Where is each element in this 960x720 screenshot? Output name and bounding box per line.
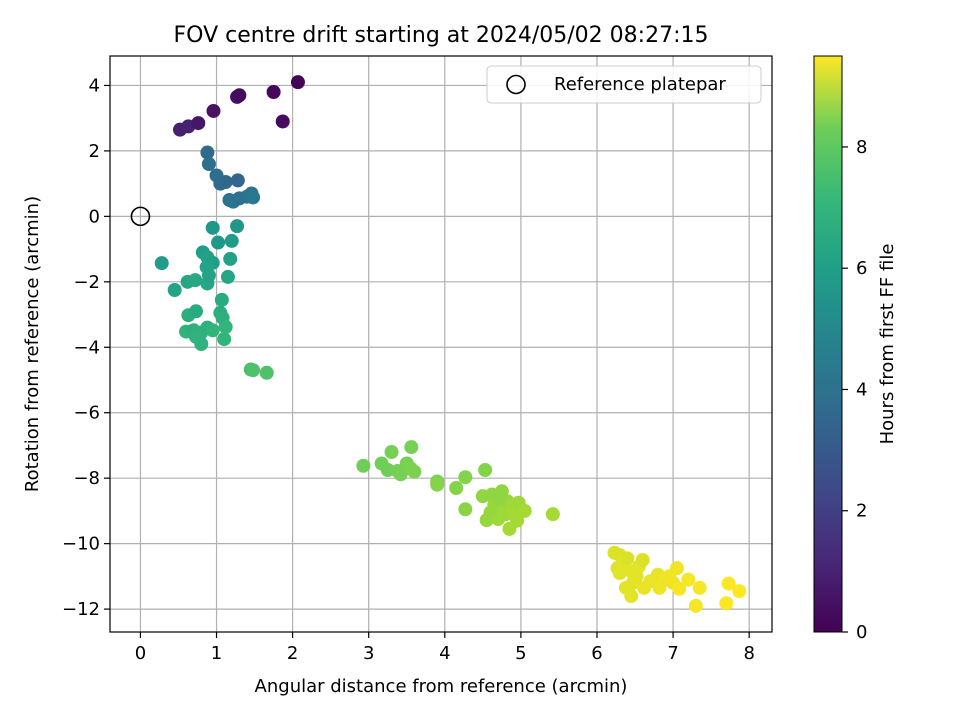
colorbar-ticks: 0 2 4 6 8 <box>842 137 867 643</box>
colorbar-gradient <box>813 55 843 633</box>
data-point <box>246 190 261 205</box>
data-point <box>681 572 696 587</box>
data-point <box>692 580 707 595</box>
chart-title: FOV centre drift starting at 2024/05/02 … <box>174 23 709 48</box>
x-tick-label: 0 <box>135 643 146 664</box>
data-point <box>224 233 239 248</box>
data-point <box>218 319 233 334</box>
data-point <box>458 470 473 485</box>
data-point <box>669 561 684 576</box>
data-point <box>721 576 736 591</box>
reference-platepar-marker <box>130 206 151 227</box>
x-tick-label: 2 <box>287 643 298 664</box>
data-point <box>230 219 245 234</box>
data-point <box>194 337 209 351</box>
colorbar-label: Hours from first FF file <box>877 244 898 445</box>
x-tick-label: 5 <box>515 643 526 664</box>
data-point <box>266 85 281 99</box>
data-point <box>672 581 687 596</box>
data-point <box>205 220 220 235</box>
data-point <box>223 251 238 266</box>
x-axis-label: Angular distance from reference (arcmin) <box>255 676 628 697</box>
data-point <box>201 157 216 171</box>
colorbar: 0 2 4 6 8 Hours from first FF file <box>813 55 898 643</box>
data-point <box>217 332 232 347</box>
y-axis-ticks: −12 −10 −8 −6 −4 −2 0 2 4 <box>62 75 110 620</box>
data-point <box>167 283 182 297</box>
x-axis-ticks: 0 1 2 3 4 5 6 7 8 <box>135 632 755 664</box>
data-point <box>214 292 229 307</box>
data-point <box>259 365 274 380</box>
data-point <box>356 458 371 473</box>
data-point <box>624 589 639 603</box>
colorbar-tick-label: 6 <box>856 258 867 279</box>
y-tick-label: −2 <box>73 272 100 293</box>
y-tick-label: 0 <box>89 206 100 227</box>
legend-marker <box>506 74 526 95</box>
y-tick-label: −6 <box>73 403 100 424</box>
x-tick-label: 7 <box>667 643 678 664</box>
colorbar-tick-label: 8 <box>856 137 867 158</box>
x-tick-label: 3 <box>363 643 374 664</box>
data-point <box>449 481 464 495</box>
colorbar-tick-label: 4 <box>856 379 867 400</box>
data-point <box>206 103 221 118</box>
data-point <box>290 75 305 90</box>
data-point <box>218 175 233 189</box>
plot-frame <box>109 55 773 633</box>
data-point <box>478 463 493 477</box>
data-point <box>246 363 261 378</box>
data-points <box>154 75 747 613</box>
data-point <box>483 505 498 520</box>
colorbar-tick-label: 0 <box>856 622 867 643</box>
data-point <box>154 256 169 271</box>
data-point <box>407 464 422 479</box>
legend: Reference platepar <box>486 65 762 104</box>
data-point <box>191 116 206 131</box>
data-point <box>629 569 644 584</box>
data-point <box>201 268 216 283</box>
data-point <box>688 598 703 613</box>
data-point <box>510 513 525 528</box>
data-point <box>188 304 203 319</box>
x-tick-label: 4 <box>439 643 450 664</box>
data-point <box>205 323 220 338</box>
data-point <box>517 503 532 518</box>
y-tick-label: 2 <box>89 141 100 162</box>
data-point <box>404 440 419 455</box>
y-tick-label: −10 <box>62 534 100 555</box>
data-point <box>384 445 399 459</box>
data-point <box>188 273 203 288</box>
data-point <box>430 477 445 492</box>
grid-lines <box>110 56 772 632</box>
data-point <box>612 566 627 581</box>
data-point <box>458 502 473 517</box>
x-tick-label: 1 <box>211 643 222 664</box>
legend-box <box>486 65 762 104</box>
data-point <box>620 551 635 566</box>
data-point <box>492 492 507 507</box>
data-point <box>200 145 215 160</box>
y-tick-label: 4 <box>89 75 100 96</box>
data-point <box>635 553 650 567</box>
data-point <box>211 235 226 250</box>
data-point <box>220 269 235 284</box>
data-point <box>230 173 245 188</box>
y-tick-label: −12 <box>62 599 100 620</box>
legend-label: Reference platepar <box>554 74 726 95</box>
data-point <box>232 88 247 103</box>
data-point <box>732 584 747 599</box>
x-tick-label: 6 <box>591 643 602 664</box>
y-tick-label: −8 <box>73 468 100 489</box>
y-axis-label: Rotation from reference (arcmin) <box>22 196 43 492</box>
data-point <box>719 596 734 611</box>
colorbar-tick-label: 2 <box>856 501 867 522</box>
x-tick-label: 8 <box>743 643 754 664</box>
y-tick-label: −4 <box>73 337 100 358</box>
data-point <box>275 114 290 129</box>
data-point <box>545 507 560 522</box>
